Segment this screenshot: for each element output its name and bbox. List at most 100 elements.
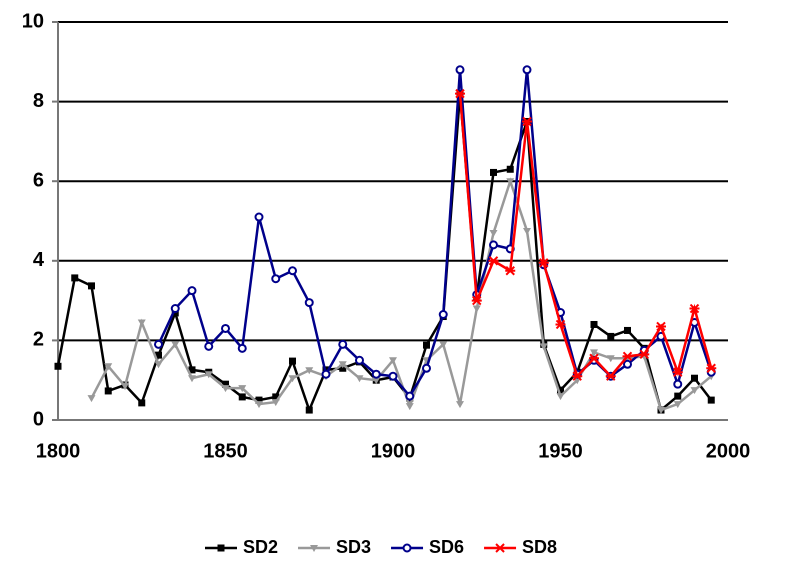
marker	[321, 369, 331, 379]
marker	[673, 379, 683, 389]
marker	[656, 321, 666, 332]
series	[87, 177, 716, 415]
y-tick-label: 0	[33, 408, 44, 430]
line	[458, 93, 713, 379]
marker	[556, 393, 565, 401]
marker	[455, 65, 465, 75]
marker	[489, 229, 498, 237]
legend-label: SD8	[522, 537, 557, 557]
marker	[372, 377, 381, 385]
x-tick-label: 2000	[706, 440, 751, 462]
marker	[672, 367, 683, 377]
marker	[439, 341, 448, 349]
marker	[188, 375, 196, 383]
marker	[288, 266, 297, 276]
marker	[389, 357, 397, 365]
marker	[657, 407, 665, 415]
marker	[706, 363, 717, 373]
marker	[488, 256, 499, 266]
marker	[154, 361, 163, 369]
marker	[623, 359, 632, 369]
marker	[272, 393, 280, 401]
marker	[88, 282, 95, 290]
marker	[639, 349, 650, 360]
y-tick-label: 4	[33, 249, 45, 271]
line	[56, 93, 713, 414]
marker	[271, 274, 281, 284]
marker	[405, 403, 414, 411]
marker	[355, 375, 364, 383]
marker	[255, 401, 263, 409]
marker	[489, 240, 498, 250]
marker	[254, 212, 264, 222]
legend-label: SD6	[429, 537, 464, 557]
marker	[674, 392, 682, 400]
marker	[338, 339, 348, 349]
marker	[690, 387, 699, 395]
series	[154, 65, 716, 401]
x-tick-label: 1950	[538, 440, 583, 462]
marker	[371, 369, 381, 379]
legend-label: SD3	[336, 537, 371, 557]
marker	[673, 401, 682, 409]
marker	[54, 362, 62, 370]
marker	[422, 363, 431, 373]
marker	[222, 380, 229, 388]
marker	[522, 65, 532, 75]
marker	[402, 543, 412, 553]
y-tick-label: 2	[33, 329, 44, 351]
marker	[238, 385, 247, 393]
marker	[405, 391, 415, 401]
line	[90, 177, 713, 412]
marker	[495, 543, 506, 553]
marker	[187, 286, 197, 296]
marker	[217, 544, 225, 552]
marker	[305, 367, 314, 375]
series	[455, 88, 717, 381]
marker	[137, 319, 146, 327]
marker	[155, 351, 162, 359]
x-tick-label: 1800	[36, 440, 81, 462]
marker	[472, 305, 481, 313]
marker	[589, 353, 599, 364]
marker	[572, 371, 583, 381]
y-tick-label: 10	[22, 10, 44, 32]
x-tick-label: 1850	[203, 440, 248, 462]
marker	[338, 361, 347, 369]
marker	[490, 168, 497, 176]
marker	[304, 298, 314, 308]
marker	[138, 399, 146, 407]
marker	[506, 178, 515, 186]
y-tick-label: 8	[33, 90, 44, 112]
marker	[204, 341, 214, 351]
marker	[310, 545, 319, 552]
marker	[121, 383, 129, 391]
marker	[237, 343, 247, 353]
marker	[555, 319, 566, 330]
marker	[691, 374, 698, 382]
x-tick-label: 1900	[371, 440, 416, 462]
marker	[271, 399, 280, 407]
marker	[221, 385, 230, 393]
marker	[188, 366, 196, 374]
marker	[289, 357, 296, 365]
marker	[456, 401, 464, 409]
marker	[204, 371, 213, 379]
marker	[423, 341, 430, 349]
marker	[171, 341, 180, 349]
marker	[104, 363, 113, 371]
marker	[455, 88, 465, 99]
marker	[104, 387, 112, 395]
marker	[438, 310, 448, 320]
marker	[590, 349, 598, 357]
y-tick-label: 6	[33, 169, 44, 191]
marker	[71, 274, 79, 282]
line	[157, 69, 713, 399]
marker	[355, 355, 364, 365]
marker	[522, 116, 532, 127]
marker	[607, 332, 615, 340]
marker	[606, 355, 615, 363]
marker	[689, 303, 700, 314]
